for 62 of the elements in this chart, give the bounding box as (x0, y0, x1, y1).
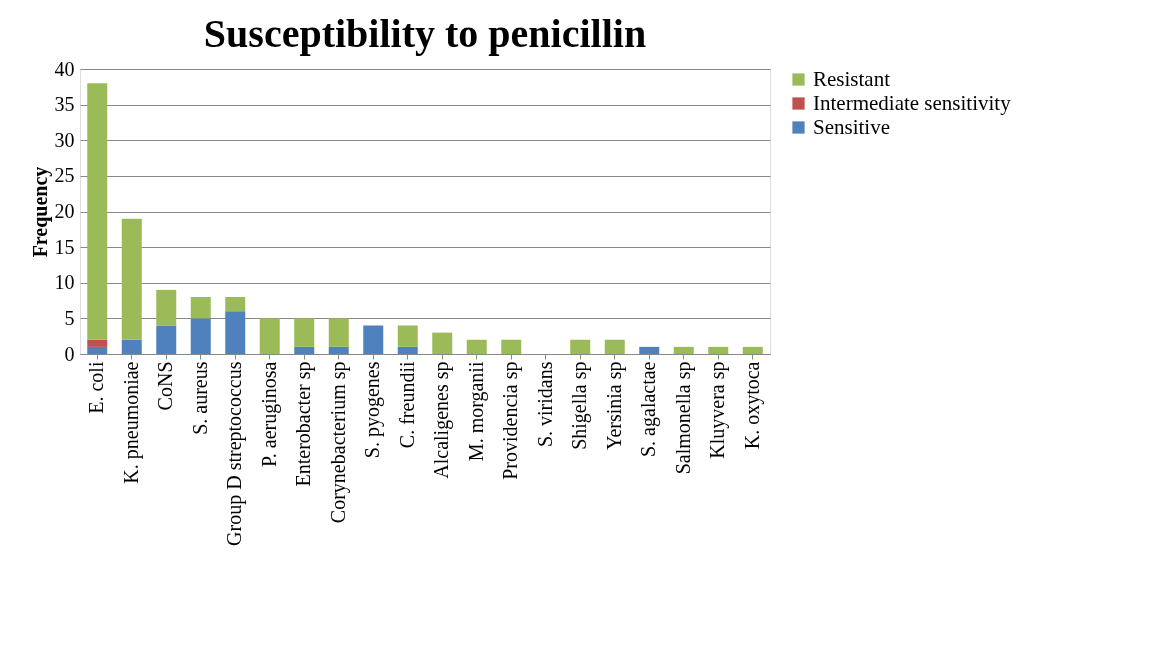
x-tick-label: Alcaligenes sp (430, 361, 454, 479)
bar (742, 346, 763, 354)
legend-label: Resistant (813, 66, 891, 91)
bar (294, 346, 315, 354)
y-tick-label: 15 (54, 235, 75, 258)
y-tick-label: 40 (54, 57, 75, 80)
bar (121, 339, 142, 354)
x-tick-label: Enterobacter sp (292, 361, 316, 487)
x-tick-label: S. viridans (533, 361, 556, 448)
bar (639, 346, 660, 354)
y-tick-label: 10 (54, 271, 75, 294)
x-tick-label: S. pyogenes (361, 361, 385, 459)
x-tick-label: Shigella sp (568, 361, 592, 450)
y-tick-label: 5 (64, 306, 75, 329)
bar (397, 346, 418, 354)
x-tick-label: M. morganii (464, 361, 488, 462)
y-tick-label: 35 (54, 93, 75, 116)
x-tick-label: Group D streptococcus (223, 361, 247, 546)
bar (121, 218, 142, 340)
x-tick-label: S. aureus (188, 361, 211, 435)
bar (294, 318, 315, 347)
bar (708, 346, 729, 354)
bar (87, 339, 108, 347)
bar (156, 325, 177, 354)
y-tick-label: 30 (54, 128, 75, 151)
x-tick-label: C. freundii (395, 361, 418, 449)
bar (673, 346, 694, 354)
x-tick-label: S. agalactae (637, 361, 661, 457)
bar (87, 346, 108, 354)
x-tick-label: CoNS (154, 361, 177, 411)
y-tick-label: 20 (54, 200, 75, 222)
bar (190, 297, 211, 319)
bar (397, 325, 418, 347)
x-tick-label: Yersinia sp (602, 361, 626, 451)
legend-label: Sensitive (813, 114, 890, 139)
chart-title: Susceptibility to penicillin (203, 11, 647, 56)
bar (328, 318, 349, 347)
bar (570, 339, 591, 354)
y-tick-label: 25 (54, 164, 75, 187)
bar (259, 318, 280, 354)
bar (432, 332, 453, 354)
x-tick-label: Salmonella sp (671, 361, 695, 475)
bar (190, 318, 211, 354)
x-tick-label: K. oxytoca (740, 361, 764, 450)
bar (328, 346, 349, 354)
x-tick-label: P. aeruginosa (257, 361, 281, 468)
bar (604, 339, 625, 354)
x-tick-label: Providencia sp (499, 361, 523, 480)
x-tick-label: E. coli (85, 361, 108, 414)
bar (501, 339, 522, 354)
bar (156, 289, 177, 326)
bar (225, 297, 246, 312)
x-tick-label: K. pneumoniae (119, 361, 143, 484)
bar (225, 311, 246, 354)
bar (363, 325, 384, 354)
x-tick-label: Corynebacterium sp (326, 361, 350, 524)
bar (466, 339, 487, 354)
bar (87, 83, 108, 340)
x-tick-label: Kluyvera sp (706, 361, 730, 459)
legend-label: Intermediate sensitivity (813, 90, 1012, 115)
y-tick-label: 0 (64, 342, 75, 365)
y-axis-title: Frequency (28, 166, 52, 258)
